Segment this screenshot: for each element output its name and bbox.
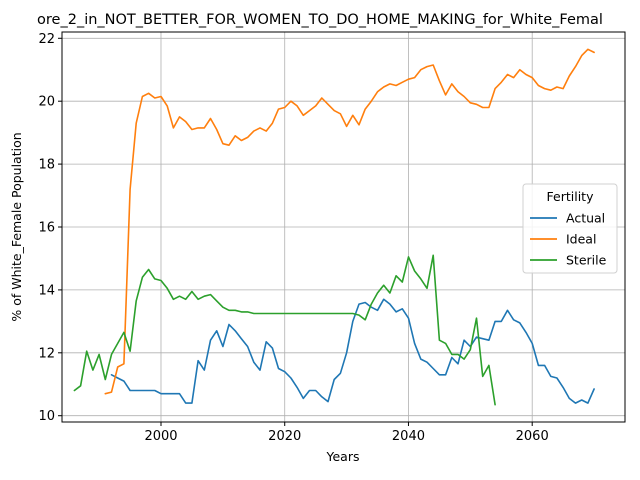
- x-axis-ticks: 2000 2020 2040 2060: [144, 422, 549, 444]
- x-tick-label: 2000: [144, 429, 177, 444]
- series-lines: [73, 48, 595, 406]
- legend-entry: Ideal: [566, 232, 596, 247]
- y-tick-label: 14: [38, 283, 55, 298]
- legend-title: Fertility: [547, 189, 595, 204]
- y-axis-ticks: 10 12 14 16 18 20 22: [38, 32, 62, 424]
- series-line-ideal: [104, 48, 595, 395]
- gridlines: [62, 32, 625, 422]
- x-tick-label: 2040: [392, 429, 425, 444]
- series-line-sterile: [73, 254, 496, 406]
- series-line-actual: [110, 298, 595, 404]
- legend-box: [522, 183, 618, 274]
- legend: Fertility Actual Ideal Sterile: [522, 183, 618, 274]
- x-tick-label: 2060: [516, 429, 549, 444]
- y-tick-label: 22: [38, 32, 55, 47]
- y-axis-label: % of White_Female Population: [9, 132, 24, 321]
- chart-title: ore_2_in_NOT_BETTER_FOR_WOMEN_TO_DO_HOME…: [37, 12, 603, 28]
- y-tick-label: 10: [38, 409, 55, 424]
- x-tick-label: 2020: [268, 429, 301, 444]
- legend-entry: Sterile: [566, 253, 607, 268]
- y-tick-label: 12: [38, 346, 55, 361]
- legend-entry: Actual: [566, 211, 605, 226]
- y-tick-label: 20: [38, 95, 55, 110]
- y-tick-label: 18: [38, 158, 55, 173]
- y-tick-label: 16: [38, 221, 55, 236]
- x-axis-label: Years: [326, 449, 360, 464]
